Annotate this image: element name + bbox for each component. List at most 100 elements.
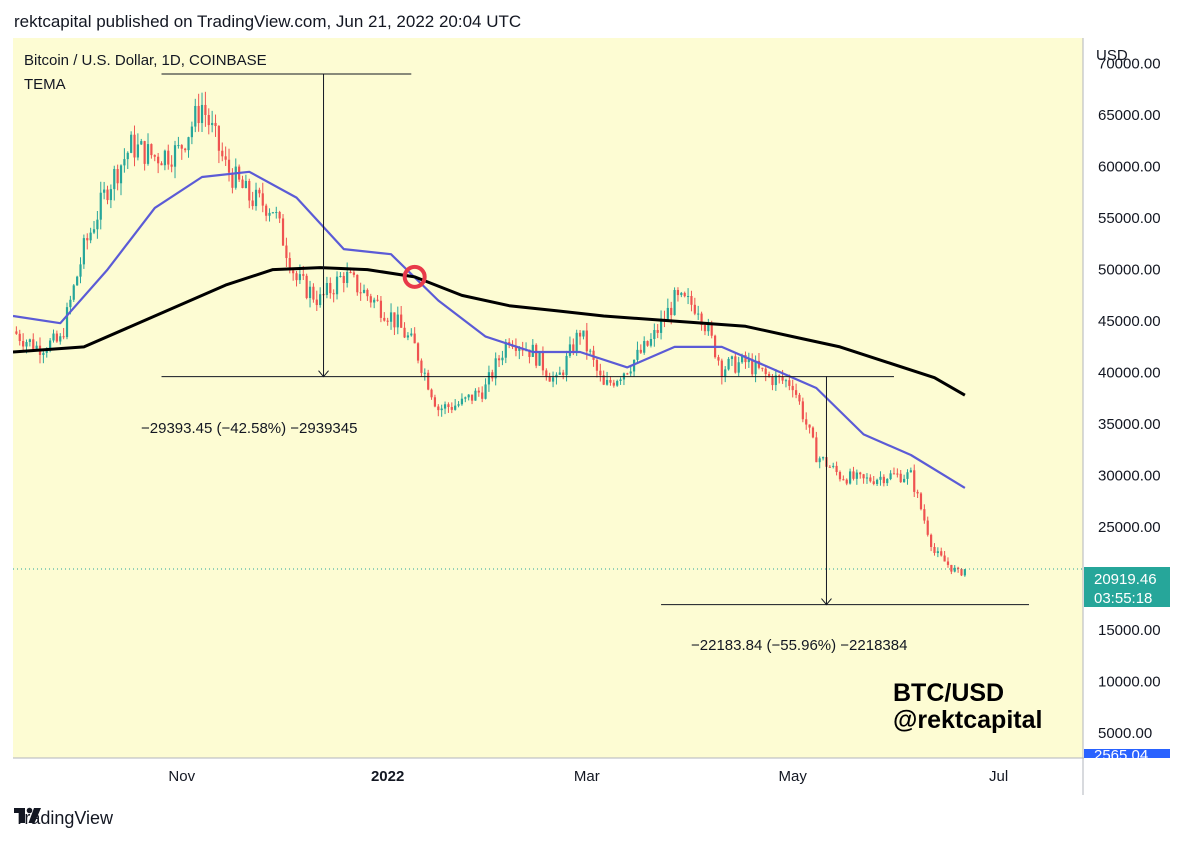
price-tick-label: 50000.00 <box>1098 262 1161 279</box>
candle-body <box>632 359 636 372</box>
candle-body <box>845 479 848 484</box>
candle-body <box>268 212 271 216</box>
candle-body <box>342 275 345 284</box>
candle-body <box>119 165 123 184</box>
candle-body <box>467 394 470 398</box>
candle-body <box>680 292 683 296</box>
price-badge[interactable]: 20919.46 03:55:18 <box>1084 567 1170 607</box>
candle-body <box>221 150 224 157</box>
publish-header: rektcapital published on TradingView.com… <box>14 12 522 31</box>
candle-body <box>275 212 278 214</box>
candle-body <box>930 534 933 547</box>
candle-body <box>896 473 899 475</box>
candle-body <box>346 271 349 284</box>
candle-body <box>163 150 166 166</box>
candle-body <box>389 312 393 322</box>
candle-body <box>288 258 291 271</box>
candle-body <box>271 212 275 214</box>
price-tick-label: 60000.00 <box>1098 159 1161 176</box>
candle-body <box>585 330 588 352</box>
candle-body <box>281 218 285 246</box>
candle-body <box>781 376 784 381</box>
time-axis[interactable]: Nov 2022 Mar May Jul <box>168 768 1008 785</box>
candle-body <box>518 348 521 351</box>
candle-body <box>940 551 943 556</box>
candle-body <box>302 274 305 276</box>
candle-body <box>258 189 261 194</box>
candle-body <box>545 370 548 377</box>
price-chart[interactable]: 5000.0010000.0015000.0020000.0025000.003… <box>13 38 1170 795</box>
chart-area[interactable]: 5000.0010000.0015000.0020000.0025000.003… <box>13 38 1170 795</box>
candle-body <box>305 275 308 298</box>
candle-body <box>481 392 484 399</box>
candle-body <box>396 314 399 328</box>
candle-body <box>734 356 737 373</box>
candle-body <box>447 404 450 408</box>
candle-body <box>366 289 369 297</box>
price-tick-label: 55000.00 <box>1098 210 1161 227</box>
candle-body <box>848 471 852 484</box>
candle-body <box>535 344 538 366</box>
candle-body <box>211 122 214 126</box>
candle-body <box>960 568 963 576</box>
candle-body <box>116 169 119 184</box>
candle-body <box>454 405 457 410</box>
price-tick-label: 10000.00 <box>1098 673 1161 690</box>
candle-body <box>315 299 318 306</box>
candle-body <box>187 137 190 151</box>
candle-body <box>957 567 960 569</box>
candle-body <box>86 238 89 241</box>
candle-body <box>143 141 146 164</box>
candle-body <box>528 349 531 357</box>
candle-body <box>906 472 909 479</box>
time-tick-label: May <box>779 768 808 785</box>
candle-body <box>865 477 869 479</box>
price-tick-label: 45000.00 <box>1098 313 1161 330</box>
candle-body <box>919 493 923 510</box>
candle-body <box>261 193 264 206</box>
candle-body <box>103 189 106 193</box>
candle-body <box>356 274 359 293</box>
price-axis[interactable]: 5000.0010000.0015000.0020000.0025000.003… <box>13 38 1170 795</box>
candle-body <box>616 381 619 386</box>
candle-body <box>352 272 356 275</box>
candle-body <box>791 385 794 391</box>
candle-body <box>788 380 791 386</box>
candle-body <box>170 164 173 167</box>
candle-body <box>15 331 18 334</box>
measure-1-arrow-icon <box>318 370 329 378</box>
time-tick-label: Mar <box>574 768 600 785</box>
candle-body <box>656 330 659 333</box>
candle-body <box>683 292 686 297</box>
candle-body <box>227 159 231 173</box>
candle-body <box>106 189 109 201</box>
candle-body <box>295 273 298 281</box>
candle-body <box>32 339 35 350</box>
candle-body <box>767 374 771 377</box>
candle-body <box>42 352 45 355</box>
candle-body <box>464 397 467 399</box>
candle-body <box>811 427 815 438</box>
bar-countdown: 03:55:18 <box>1094 590 1152 607</box>
candle-body <box>636 349 639 360</box>
candle-body <box>173 145 177 167</box>
candle-body <box>828 466 831 468</box>
candle-body <box>406 335 410 338</box>
candle-body <box>457 404 460 406</box>
candle-body <box>805 419 808 425</box>
candle-body <box>730 356 734 359</box>
candle-body <box>913 470 916 492</box>
candle-body <box>157 156 160 164</box>
candle-body <box>720 360 723 377</box>
candle-body <box>707 323 710 332</box>
candle-body <box>130 134 133 153</box>
candle-body <box>852 471 855 479</box>
candle-body <box>744 355 747 363</box>
circle-marker-icon <box>402 264 427 289</box>
candle-body <box>113 169 116 190</box>
candle-body <box>484 384 487 399</box>
candle-body <box>460 398 464 405</box>
candle-body <box>383 317 386 321</box>
candle-body <box>204 104 207 115</box>
candle-body <box>605 379 609 385</box>
